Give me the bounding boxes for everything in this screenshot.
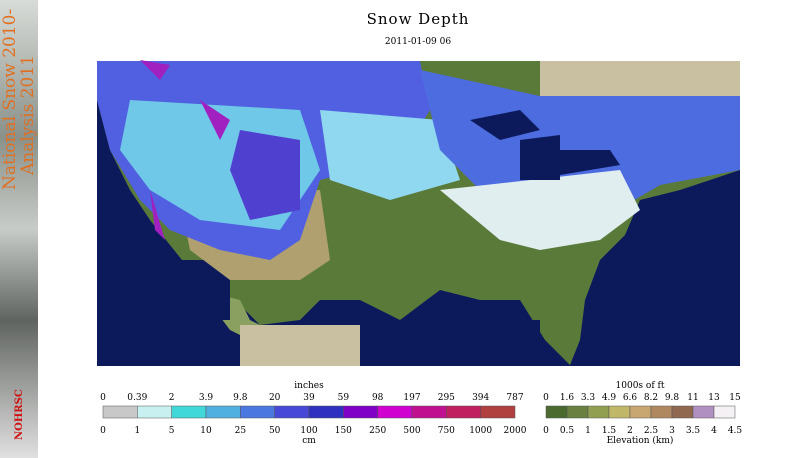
elevation-swatch [650, 405, 673, 419]
elevation-top-label: 8.2 [644, 393, 658, 403]
elevation-bottom-label: 0 [543, 426, 549, 436]
sidebar-subtitle: Analysis 2011 [18, 55, 38, 176]
snow-swatch [343, 405, 378, 419]
snow-top-label: 2 [169, 393, 175, 403]
snow-bottom-label: 50 [269, 426, 281, 436]
snow-bottom-label: 5 [169, 426, 175, 436]
timestamp: 2011-01-09 06 [385, 37, 451, 47]
snow-bottom-label: 500 [403, 426, 420, 436]
snow-top-unit: inches [294, 381, 324, 391]
elevation-bottom-label: 4.5 [728, 426, 743, 436]
snow-top-label: 20 [269, 393, 281, 403]
snow-legend: inches cm 000.391253.9109.82520503910059… [100, 381, 527, 446]
snow-bottom-label: 100 [300, 426, 317, 436]
snow-top-label: 295 [438, 393, 455, 403]
elevation-swatch [692, 405, 715, 419]
sidebar-image [0, 0, 38, 458]
elevation-top-label: 3.3 [581, 393, 596, 403]
snow-top-label: 394 [472, 393, 489, 403]
elevation-top-label: 15 [729, 393, 741, 403]
snow-top-label: 0 [100, 393, 106, 403]
elevation-bottom-label: 4 [711, 426, 717, 436]
snow-top-label: 0.39 [127, 393, 147, 403]
sidebar-title: National Snow 2010- [0, 9, 20, 190]
snow-top-label: 197 [403, 393, 420, 403]
snow-bottom-label: 150 [335, 426, 352, 436]
snow-bottom-label: 250 [369, 426, 386, 436]
title: Snow Depth [367, 10, 470, 28]
snow-bottom-label: 2000 [504, 426, 527, 436]
elevation-bottom-label: 2.5 [644, 426, 659, 436]
elevation-bottom-label: 1 [585, 426, 591, 436]
elevation-bottom-label: 2 [627, 426, 633, 436]
elevation-swatch [629, 405, 652, 419]
snow-top-label: 9.8 [233, 393, 248, 403]
logo: NOHRSC [14, 389, 25, 440]
snow-bottom-label: 0 [100, 426, 106, 436]
snow-swatch [205, 405, 241, 419]
elevation-top-label: 1.6 [560, 393, 575, 403]
snow-swatch [411, 405, 447, 419]
elevation-swatch [671, 405, 694, 419]
elevation-swatch [566, 405, 589, 419]
map [97, 60, 740, 366]
snow-swatch [102, 405, 138, 419]
elevation-top-label: 6.6 [623, 393, 638, 403]
snow-swatch [480, 405, 516, 419]
snow-top-label: 59 [338, 393, 350, 403]
snow-swatch [171, 405, 207, 419]
elevation-swatch [545, 405, 568, 419]
elevation-bottom-label: 3 [669, 426, 675, 436]
elevation-swatch [608, 405, 631, 419]
elevation-top-label: 0 [543, 393, 549, 403]
snow-bottom-label: 1000 [469, 426, 492, 436]
snow-swatch [446, 405, 481, 419]
snow-top-label: 98 [372, 393, 384, 403]
snow-bottom-label: 750 [438, 426, 455, 436]
snow-swatch [377, 405, 413, 419]
snow-bottom-label: 10 [200, 426, 212, 436]
elevation-bottom-unit: Elevation (km) [607, 435, 674, 446]
snow-bottom-unit: cm [302, 436, 316, 446]
elevation-swatch [587, 405, 610, 419]
elevation-bottom-label: 1.5 [602, 426, 617, 436]
elevation-bottom-label: 0.5 [560, 426, 575, 436]
elevation-top-label: 9.8 [665, 393, 680, 403]
snow-swatch [274, 405, 310, 419]
snow-bottom-label: 1 [134, 426, 140, 436]
snow-swatch [308, 405, 344, 419]
elevation-top-label: 13 [708, 393, 720, 403]
snow-swatch [137, 405, 172, 419]
elevation-legend: 1000s of ft Elevation (km) 0 0 1.6 0.5 3.3 1 4… [543, 381, 742, 446]
elevation-top-unit: 1000s of ft [616, 381, 665, 391]
snow-top-label: 3.9 [199, 393, 214, 403]
elevation-swatch [713, 405, 736, 419]
snow-top-label: 787 [506, 393, 523, 403]
snow-bottom-label: 25 [235, 426, 247, 436]
elevation-bottom-label: 3.5 [686, 426, 701, 436]
elevation-top-label: 4.9 [602, 393, 617, 403]
snow-swatch [240, 405, 275, 419]
elevation-top-label: 11 [687, 393, 698, 403]
snow-top-label: 39 [303, 393, 315, 403]
